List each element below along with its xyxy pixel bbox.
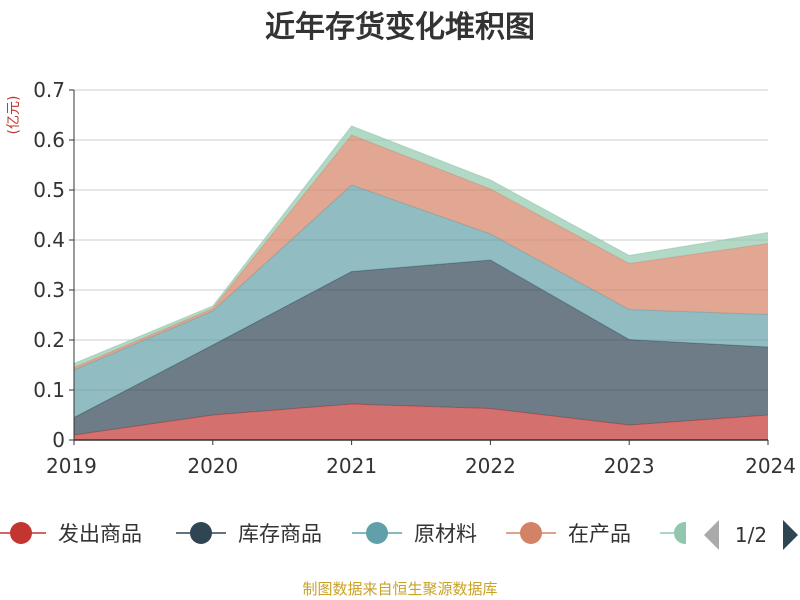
- x-tick-label: 2021: [326, 454, 377, 478]
- axes: 0 0.1 0.2 0.3 0.4 0.5 0.6 0.7 2019 2020 2021 2022 20…: [33, 78, 796, 478]
- area-series-1: [74, 404, 768, 440]
- legend-marker: [190, 522, 212, 544]
- y-tick-label: 0.2: [33, 328, 65, 352]
- y-tick-label: 0: [52, 428, 65, 452]
- area-series-4: [74, 135, 768, 370]
- x-tick-label: 2024: [745, 454, 796, 478]
- y-tick-label: 0.5: [33, 178, 65, 202]
- y-tick-label: 0.4: [33, 228, 65, 252]
- area-series-2: [74, 260, 768, 435]
- area-series-group: [73, 125, 769, 440]
- x-tick-label: 2019: [46, 454, 97, 478]
- x-tick-label: 2020: [187, 454, 238, 478]
- y-tick-label: 0.6: [33, 128, 65, 152]
- data-source-note: 制图数据来自恒生聚源数据库: [302, 580, 498, 598]
- y-tick-label: 0.3: [33, 278, 65, 302]
- legend-marker: [520, 522, 542, 544]
- legend-pager-text: 1/2: [735, 523, 767, 547]
- legend-label: 原材料: [414, 522, 477, 546]
- x-tick-label: 2023: [604, 454, 655, 478]
- pager-next-arrow-icon: [783, 520, 798, 550]
- pager-prev-arrow-icon: [704, 520, 719, 550]
- x-tick-label: 2022: [465, 454, 516, 478]
- legend-marker: [366, 522, 388, 544]
- area-series-3: [74, 185, 768, 418]
- area-series-line-5: [73, 125, 769, 364]
- legend-marker: [10, 522, 32, 544]
- legend: 发出商品 库存商品 原材料 在产品 1/2: [0, 510, 800, 558]
- legend-label: 在产品: [568, 522, 631, 546]
- y-axis-unit-label: (亿元): [6, 96, 22, 135]
- y-tick-label: 0.7: [33, 78, 65, 102]
- legend-label: 库存商品: [238, 522, 322, 546]
- chart-title: 近年存货变化堆积图: [265, 10, 535, 45]
- y-tick-label: 0.1: [33, 378, 65, 402]
- legend-label: 发出商品: [58, 522, 142, 546]
